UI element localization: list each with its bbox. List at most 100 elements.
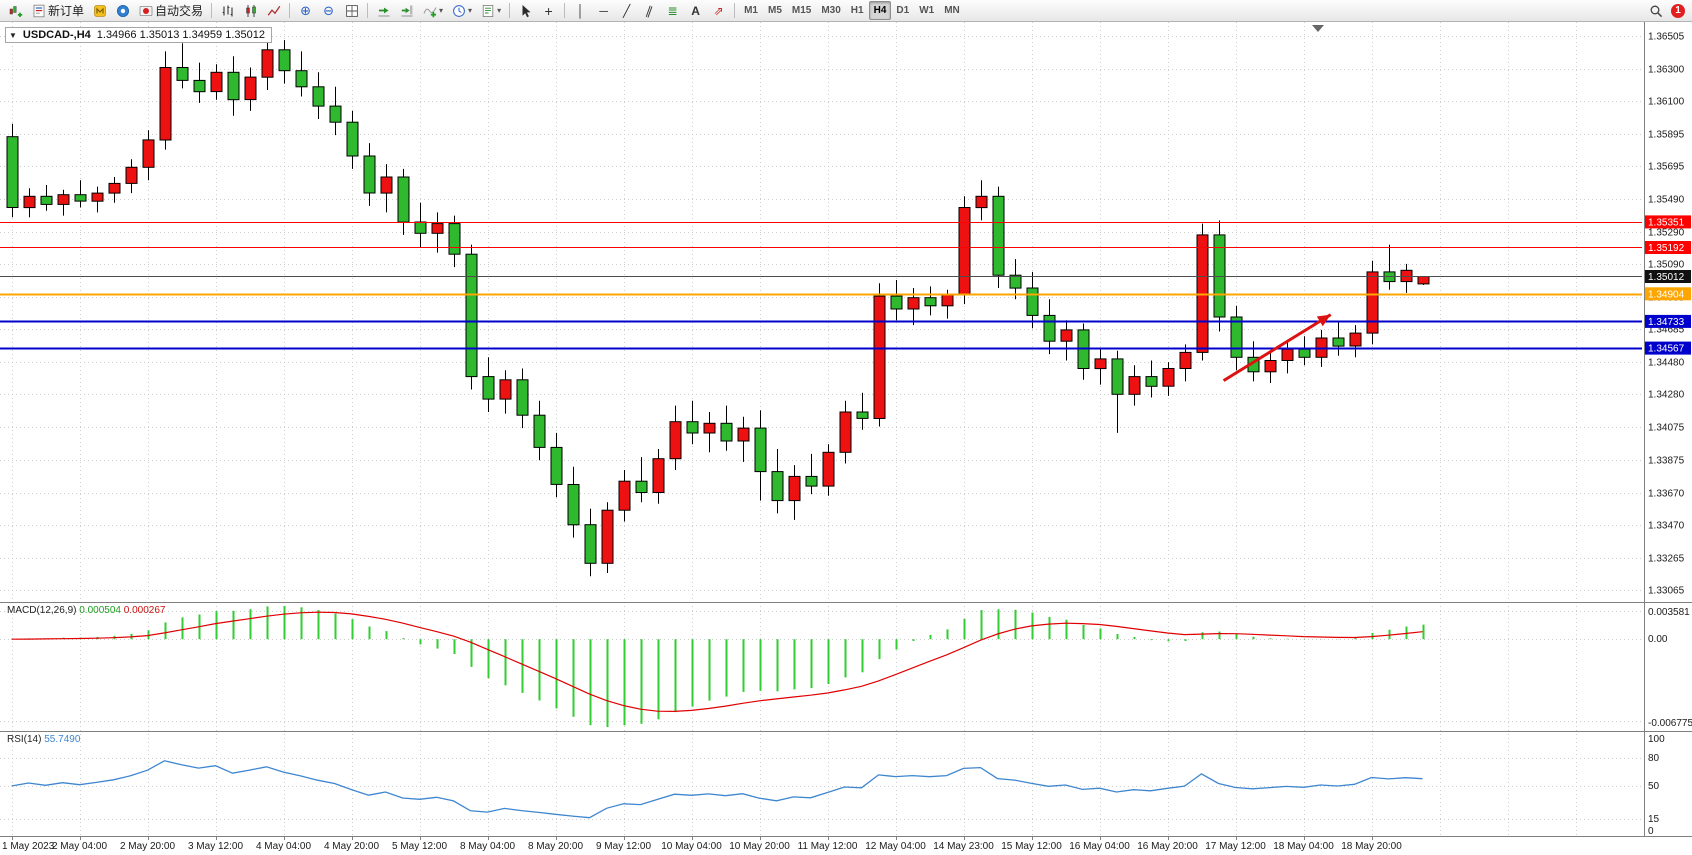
bar-chart-button[interactable] bbox=[216, 1, 239, 20]
timeframe-mn-button[interactable]: MN bbox=[939, 1, 965, 20]
time-axis-label: 4 May 20:00 bbox=[324, 841, 379, 852]
zoom-in-button[interactable]: ⊕ bbox=[294, 1, 317, 20]
candle-bull bbox=[210, 71, 223, 93]
toolbar-separator bbox=[734, 3, 736, 18]
rsi-axis-label: 100 bbox=[1648, 734, 1665, 745]
new-chart-button[interactable] bbox=[4, 1, 27, 20]
channel-button[interactable]: ∥ bbox=[638, 1, 661, 20]
metaeditor-button[interactable] bbox=[88, 1, 111, 20]
macd-name: MACD(12,26,9) bbox=[7, 605, 77, 616]
arrows-button[interactable]: ⇗ bbox=[707, 1, 730, 20]
price-tag-1.34567 bbox=[1645, 341, 1691, 355]
timeframe-m1-button[interactable]: M1 bbox=[739, 1, 763, 20]
candle-bull bbox=[91, 192, 104, 202]
new-order-button[interactable]: 新订单 bbox=[27, 1, 88, 20]
candle-bull bbox=[788, 475, 801, 502]
one-click-trading-toggle-icon[interactable]: ▼ bbox=[9, 30, 17, 40]
candle-bear bbox=[805, 475, 818, 487]
chart-shift-icon bbox=[399, 3, 414, 18]
candle-bear bbox=[550, 446, 563, 485]
trendline-button[interactable]: ╱ bbox=[615, 1, 638, 20]
rsi-axis-label: 0 bbox=[1648, 826, 1654, 837]
candle-bear bbox=[414, 221, 427, 234]
time-axis-label: 14 May 23:00 bbox=[933, 841, 994, 852]
notification-badge[interactable]: 1 bbox=[1671, 3, 1685, 18]
zoom-out-button[interactable]: ⊖ bbox=[317, 1, 340, 20]
search-button[interactable] bbox=[1644, 1, 1667, 20]
candle-bull bbox=[839, 411, 852, 453]
candle-bear bbox=[533, 414, 546, 448]
timeframe-m15-button[interactable]: M15 bbox=[787, 1, 816, 20]
autotrading-button[interactable]: 自动交易 bbox=[134, 1, 207, 20]
candle-bear bbox=[584, 524, 597, 564]
candle-bear bbox=[686, 421, 699, 434]
timeframe-m5-button[interactable]: M5 bbox=[763, 1, 787, 20]
candle-bull bbox=[652, 458, 665, 494]
timeframe-h4-button[interactable]: H4 bbox=[868, 1, 892, 20]
timeframe-w1-button[interactable]: W1 bbox=[914, 1, 939, 20]
text-button[interactable]: A bbox=[684, 1, 707, 20]
price-tag-label: 1.34567 bbox=[1648, 344, 1685, 355]
candle-bull bbox=[618, 480, 631, 511]
templates-button[interactable]: ▾ bbox=[476, 1, 505, 20]
time-axis-label: 9 May 12:00 bbox=[596, 841, 651, 852]
candle-bull bbox=[1128, 376, 1141, 395]
candle-bear bbox=[1145, 376, 1158, 387]
vertical-line-button[interactable]: │ bbox=[569, 1, 592, 20]
cursor-icon bbox=[518, 3, 533, 18]
chart-shift-button[interactable] bbox=[395, 1, 418, 20]
candle-bear bbox=[1230, 316, 1243, 358]
price-axis-label: 1.33065 bbox=[1648, 586, 1685, 597]
periods-button[interactable]: ▾ bbox=[447, 1, 476, 20]
price-axis-label: 1.35090 bbox=[1648, 260, 1685, 271]
price-axis-label: 1.33470 bbox=[1648, 521, 1685, 532]
fibonacci-button[interactable]: ≣ bbox=[661, 1, 684, 20]
price-tag-label: 1.34904 bbox=[1648, 289, 1685, 300]
rsi-axis-label: 50 bbox=[1648, 781, 1660, 792]
channel-icon: ∥ bbox=[644, 2, 655, 19]
community-button[interactable] bbox=[111, 1, 134, 20]
auto-scroll-button[interactable] bbox=[372, 1, 395, 20]
candle-bull bbox=[975, 195, 988, 209]
dropdown-caret-icon: ▾ bbox=[439, 6, 444, 15]
trend-arrow-head[interactable] bbox=[1316, 314, 1331, 327]
trend-arrow-line[interactable] bbox=[1222, 313, 1332, 382]
timeframe-m30-button[interactable]: M30 bbox=[816, 1, 845, 20]
indicators-button[interactable]: ▾ bbox=[418, 1, 447, 20]
horizontal-line-button[interactable]: ─ bbox=[592, 1, 615, 20]
line-chart-button[interactable] bbox=[262, 1, 285, 20]
candle-bear bbox=[278, 49, 291, 72]
price-axis-label: 1.34480 bbox=[1648, 358, 1685, 369]
cursor-button[interactable] bbox=[514, 1, 537, 20]
timeframe-d1-button[interactable]: D1 bbox=[891, 1, 914, 20]
candle-bull bbox=[1417, 276, 1430, 285]
toolbar-separator bbox=[509, 3, 511, 18]
tile-windows-button[interactable] bbox=[340, 1, 363, 20]
candle-bull bbox=[1349, 332, 1362, 347]
candlestick-chart-button[interactable] bbox=[239, 1, 262, 20]
time-axis-label: 2 May 04:00 bbox=[52, 841, 107, 852]
candle-bull bbox=[142, 139, 155, 168]
chart-shift-marker[interactable] bbox=[1312, 25, 1324, 32]
bar-chart-icon bbox=[220, 3, 235, 18]
price-axis-label: 1.33875 bbox=[1648, 456, 1685, 467]
fibonacci-icon: ≣ bbox=[667, 3, 678, 18]
toolbar-separator bbox=[289, 3, 291, 18]
time-axis-label: 16 May 20:00 bbox=[1137, 841, 1198, 852]
rsi-value: 55.7490 bbox=[44, 734, 81, 745]
toolbar-separator bbox=[211, 3, 213, 18]
candle-bear bbox=[1043, 314, 1056, 342]
arrows-icon: ⇗ bbox=[713, 3, 724, 18]
candle-bear bbox=[482, 376, 495, 400]
time-axis-label: 1 May 2023 bbox=[2, 841, 55, 852]
time-axis-label: 8 May 20:00 bbox=[528, 841, 583, 852]
price-tag-1.35351 bbox=[1645, 215, 1691, 229]
timeframe-h1-button[interactable]: H1 bbox=[846, 1, 869, 20]
price-tag-label: 1.35012 bbox=[1648, 272, 1685, 283]
candle-bull bbox=[125, 166, 138, 184]
candle-bull bbox=[941, 294, 954, 307]
crosshair-button[interactable]: + bbox=[537, 1, 560, 20]
candle-bear bbox=[567, 484, 580, 526]
candle-bull bbox=[1281, 348, 1294, 362]
